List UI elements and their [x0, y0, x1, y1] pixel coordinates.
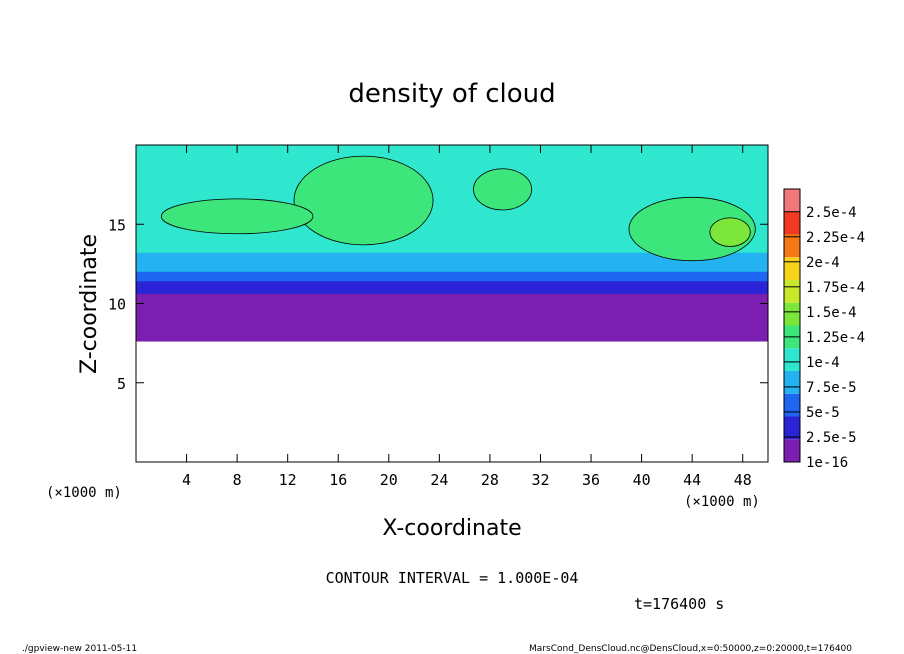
blue-transition-band: [136, 278, 768, 294]
colorbar: 1e-16 2.5e-5 5e-5 7.5e-5 1e-4 1.25e-4 1.5e-4 1.…: [783, 188, 865, 471]
colorbar-label: 1e-16: [806, 455, 848, 471]
colorbar-swatch: [784, 371, 800, 394]
colorbar-swatch: [784, 348, 800, 371]
time-text: t=176400 s: [634, 595, 724, 613]
x-tick-label: 40: [633, 471, 651, 489]
x-tick-label: 20: [380, 471, 398, 489]
colorbar-swatch: [784, 234, 800, 258]
x-unit-left: (×1000 m): [46, 485, 122, 501]
colorbar-swatch: [784, 257, 800, 280]
colorbar-swatch: [784, 439, 800, 462]
x-axis-label: X-coordinate: [382, 516, 521, 541]
x-tick-label: 24: [430, 471, 448, 489]
colorbar-label: 2.5e-5: [806, 430, 857, 446]
purple-base-layer: [136, 287, 768, 342]
green-cloud-16: [293, 155, 434, 246]
colorbar-label: 1e-4: [806, 355, 840, 371]
x-tick-label: 48: [734, 471, 752, 489]
y-axis: 5 10 15: [108, 216, 768, 393]
colorbar-swatch: [784, 189, 800, 212]
x-tick-label: 36: [582, 471, 600, 489]
colorbar-label: 2.25e-4: [806, 230, 865, 246]
x-tick-label: 32: [531, 471, 549, 489]
colorbar-label: 1.75e-4: [806, 280, 865, 296]
colorbar-swatch: [784, 302, 800, 326]
x-unit-right: (×1000 m): [684, 494, 760, 510]
y-axis-label: Z-coordinate: [77, 234, 102, 374]
green-cloud-29: [473, 168, 533, 211]
colorbar-swatch: [784, 211, 800, 235]
colorbar-swatch: [784, 280, 800, 303]
chart-title: density of cloud: [348, 79, 555, 109]
y-tick-label: 5: [117, 375, 126, 393]
footer-left: ./gpview-new 2011-05-11: [22, 644, 137, 654]
x-tick-label: 44: [683, 471, 701, 489]
y-tick-label: 10: [108, 296, 126, 314]
colorbar-swatch: [784, 393, 800, 417]
y-tick-label: 15: [108, 216, 126, 234]
x-axis: 4 8 12 16 20 24 28 32 36 40 44 48: [182, 145, 752, 489]
green-cloud-8: [160, 198, 314, 235]
colorbar-label: 2.5e-4: [806, 205, 857, 221]
x-tick-label: 8: [233, 471, 242, 489]
x-tick-label: 28: [481, 471, 499, 489]
colorbar-label: 5e-5: [806, 405, 840, 421]
colorbar-label: 1.5e-4: [806, 305, 857, 321]
plot-area: [136, 145, 768, 342]
x-tick-label: 12: [279, 471, 297, 489]
colorbar-label: 7.5e-5: [806, 380, 857, 396]
x-tick-label: 16: [329, 471, 347, 489]
footer-right: MarsCond_DensCloud.nc@DensCloud,x=0:5000…: [529, 644, 852, 654]
yellow-green-core-46: [709, 217, 751, 247]
colorbar-label: 1.25e-4: [806, 330, 865, 346]
contour-interval-text: CONTOUR INTERVAL = 1.000E-04: [326, 569, 579, 587]
cyan-layer: [136, 249, 768, 272]
x-tick-label: 4: [182, 471, 191, 489]
colorbar-swatch: [784, 416, 800, 440]
colorbar-label: 2e-4: [806, 255, 840, 271]
